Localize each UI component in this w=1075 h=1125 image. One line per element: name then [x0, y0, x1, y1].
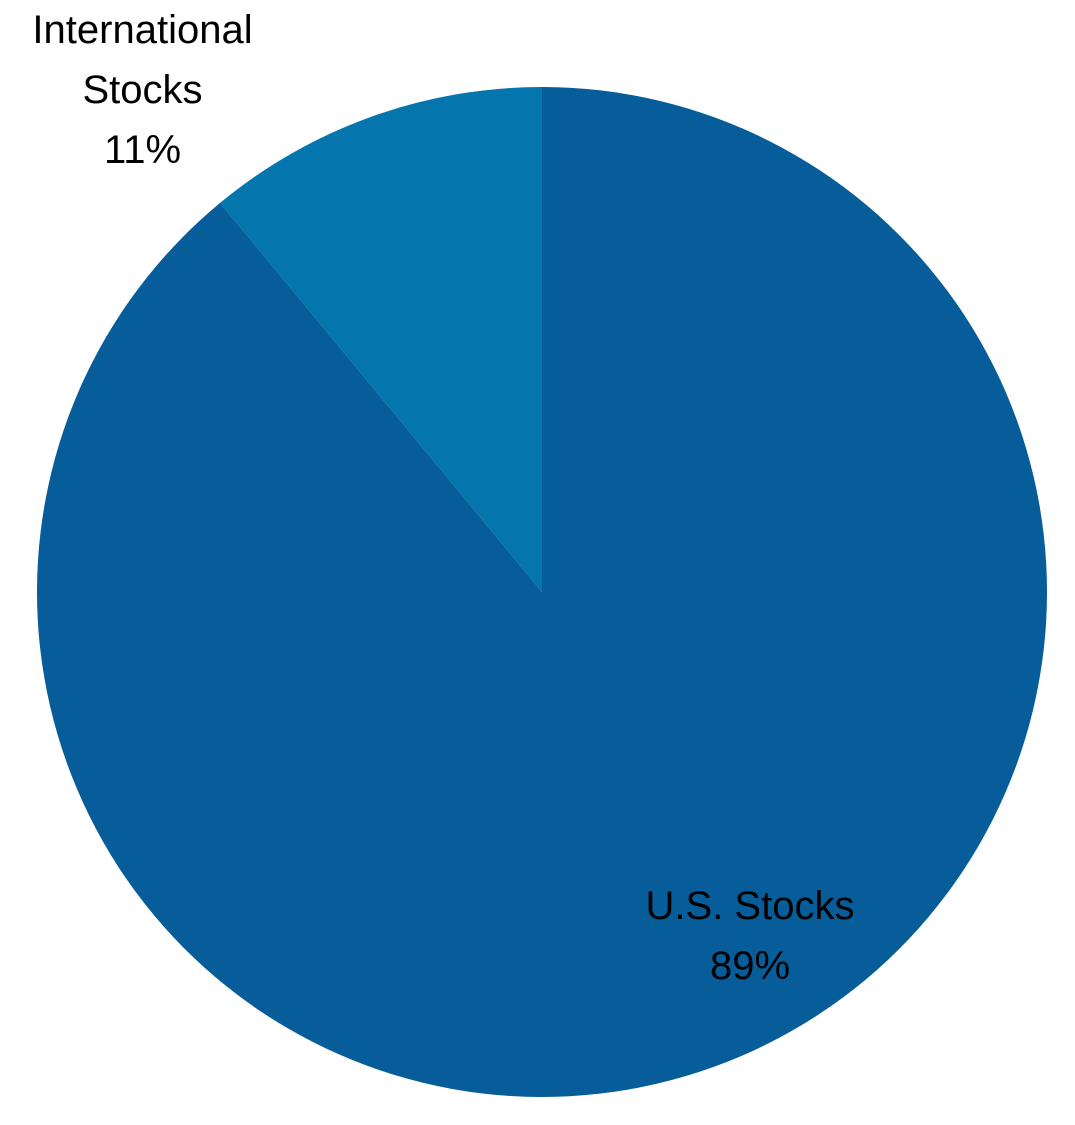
slice-label-international-stocks: International Stocks 11%	[0, 0, 285, 180]
pie-slice-international-stocks	[220, 87, 542, 592]
slice-label-international-stocks-line-1: International	[32, 8, 253, 52]
pie-slice-u-s-stocks	[36, 87, 1047, 1097]
slice-label-international-stocks-line-2: Stocks	[82, 68, 203, 112]
slice-label-us-stocks: U.S. Stocks 89%	[600, 876, 900, 996]
slice-percent-international-stocks: 11%	[103, 128, 182, 172]
slice-label-us-stocks-line-1: U.S. Stocks	[645, 884, 855, 928]
slice-percent-us-stocks: 89%	[709, 944, 791, 988]
